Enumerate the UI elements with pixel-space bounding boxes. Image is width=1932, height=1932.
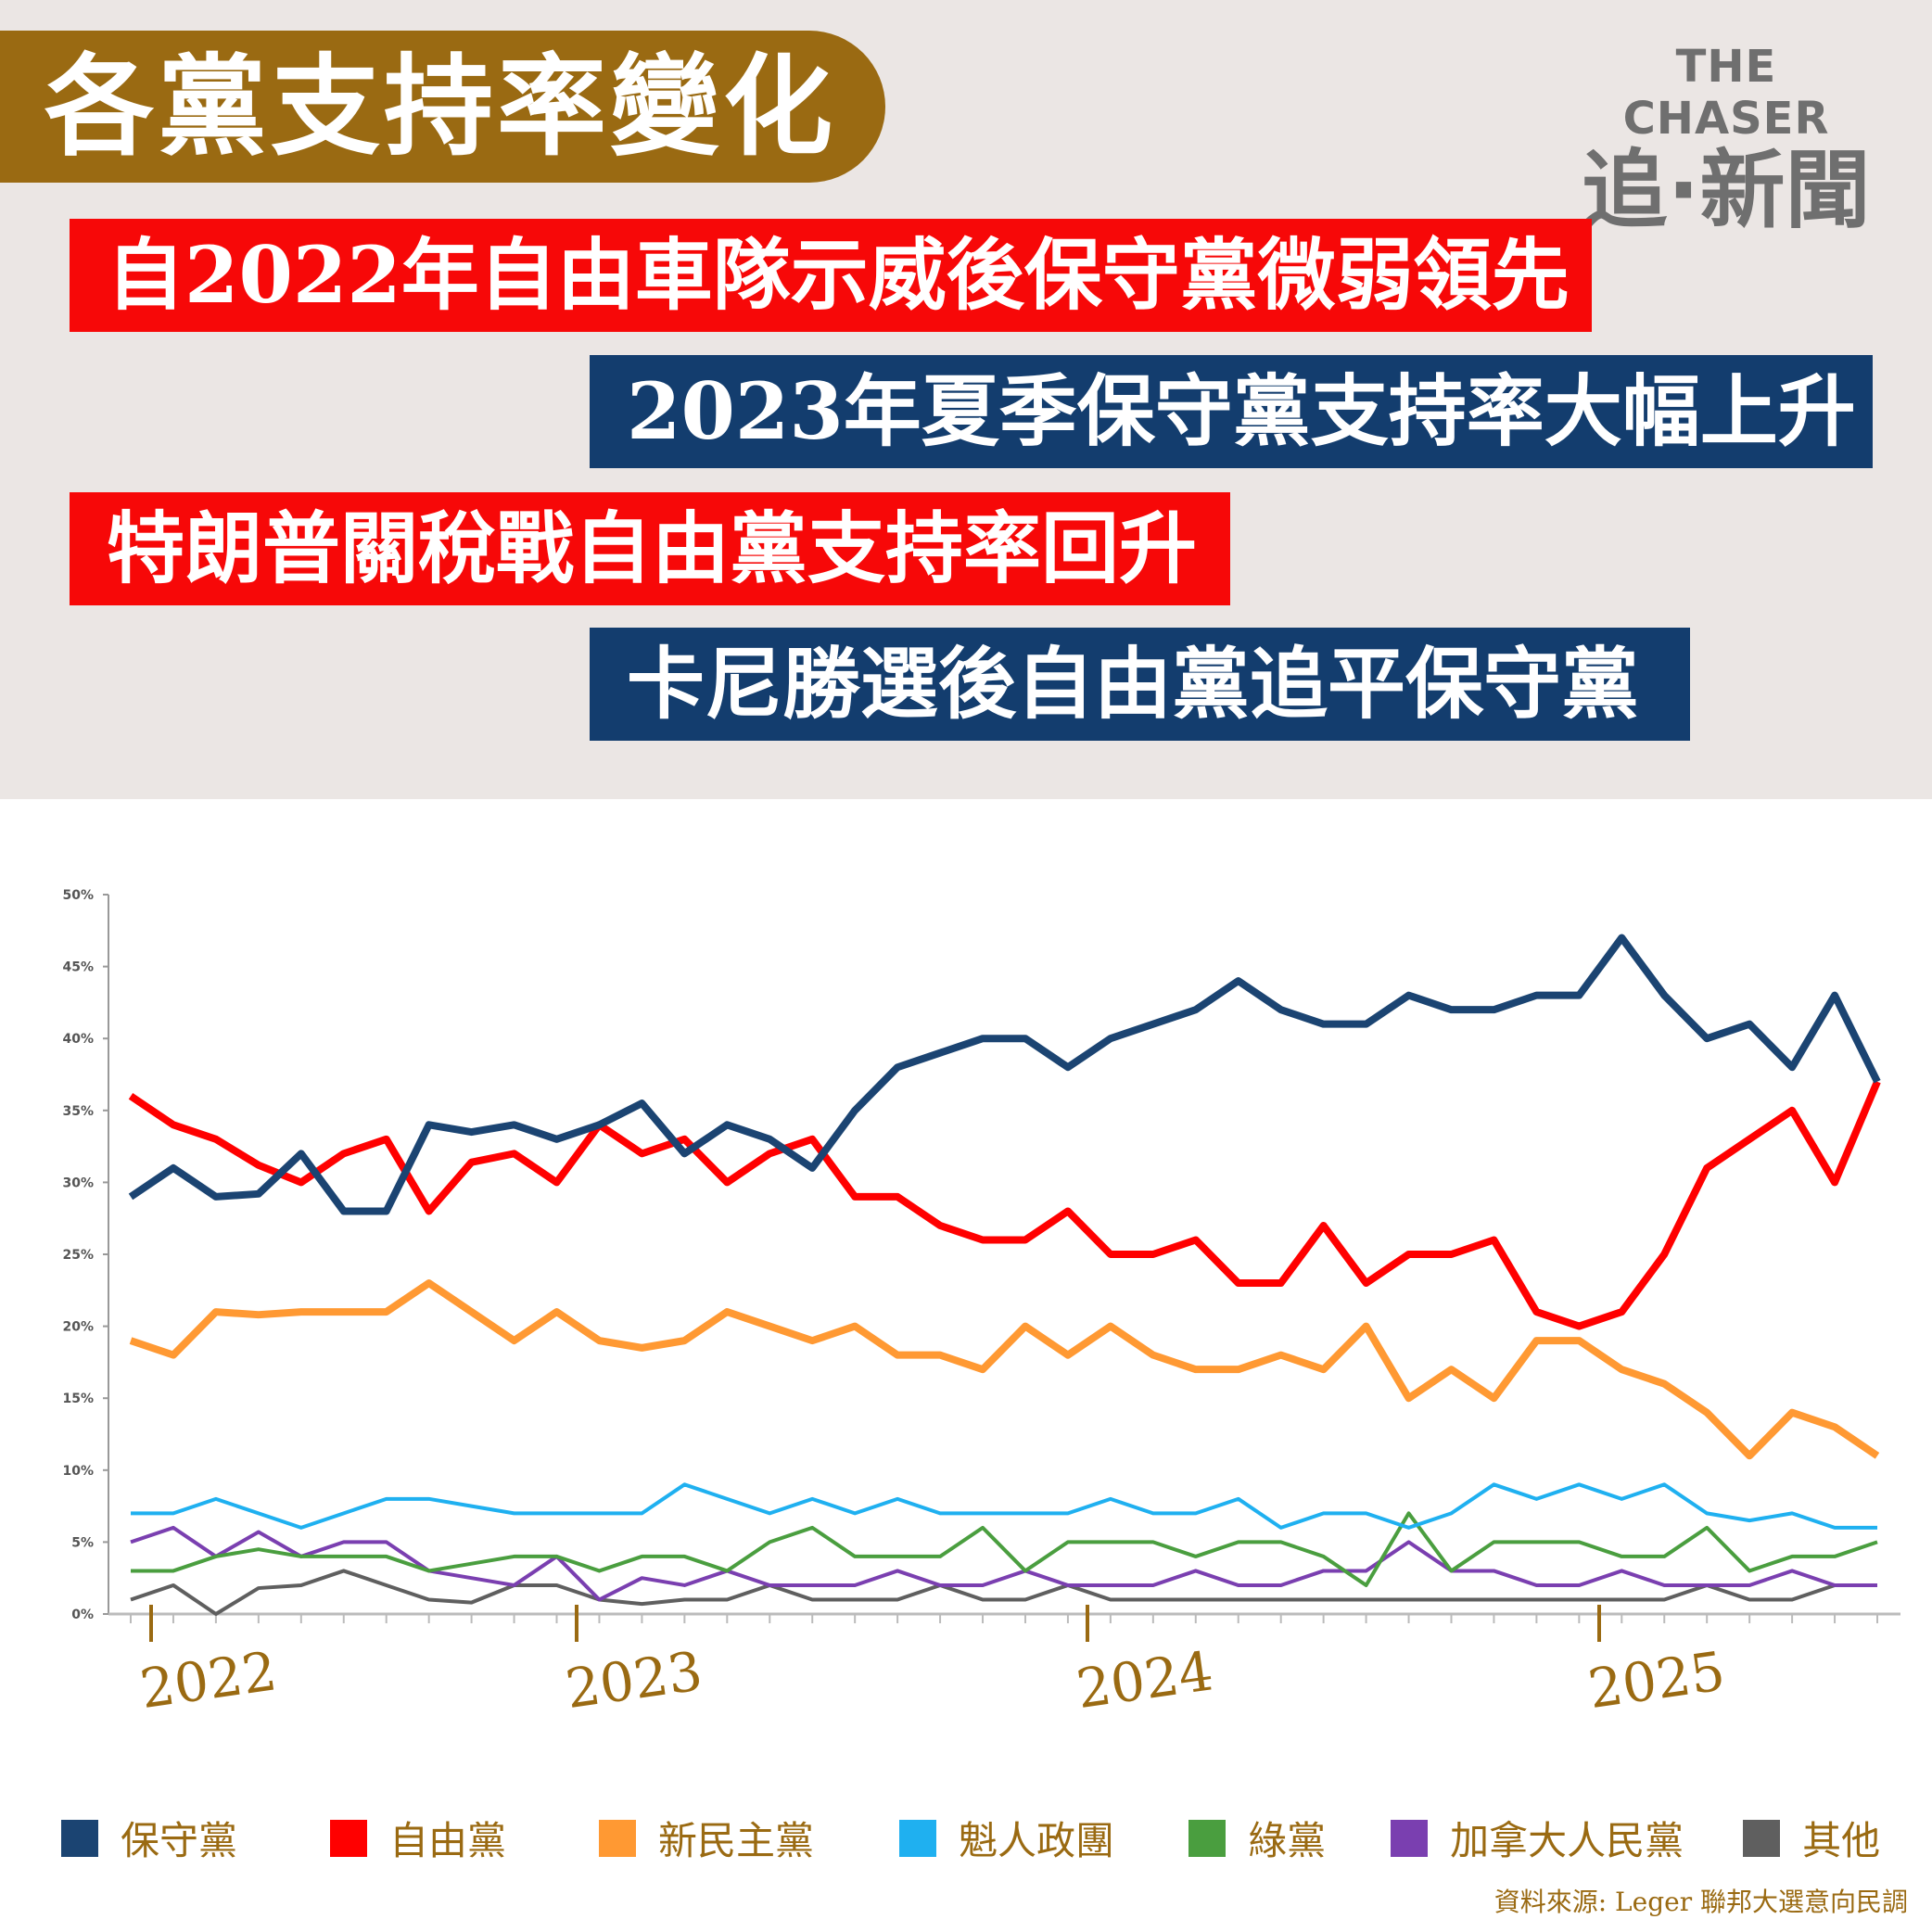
y-tick-label: 40% [62,1032,94,1047]
legend-label: 魁人政團 [959,1818,1115,1863]
source-note: 資料來源: Leger 聯邦大選意向民調 [1493,1887,1908,1917]
series-line-1 [128,1080,1881,1330]
y-tick-label: 20% [62,1320,94,1335]
y-tick-label: 10% [62,1464,94,1479]
legend-swatch [599,1819,637,1857]
headline-1: 自2022年自由車隊示威後保守黨微弱領先 [70,219,1592,332]
headline-2: 2023年夏季保守黨支持率大幅上升 [590,355,1873,468]
legend-item: 加拿大人民黨 [1391,1810,1684,1866]
year-label: 2025 [1584,1639,1729,1721]
legend: 保守黨 自由黨 新民主黨 魁人政團 綠黨 加拿大人民黨 其他 [61,1810,1880,1866]
logo-en: THE CHASER [1622,41,1830,145]
logo: THE CHASER 追·新聞 [1576,41,1876,237]
series-line-3 [131,1482,1877,1530]
y-tick-label: 0% [71,1608,94,1622]
legend-swatch [1743,1819,1781,1857]
year-label: 2024 [1073,1639,1217,1721]
y-tick-label: 25% [62,1248,94,1263]
y-tick-label: 30% [62,1176,94,1190]
series-line-4 [131,1511,1878,1587]
y-tick-label: 15% [62,1392,94,1406]
legend-swatch [1391,1819,1429,1857]
legend-label: 綠黨 [1248,1818,1327,1863]
legend-label: 加拿大人民黨 [1450,1818,1684,1863]
legend-item: 自由黨 [330,1810,506,1866]
series-line-6 [130,1569,1877,1616]
legend-swatch [330,1819,368,1857]
y-tick-label: 5% [71,1535,94,1550]
page-title: 各黨支持率變化 [0,31,885,183]
series-line-0 [128,934,1881,1215]
legend-label: 自由黨 [389,1818,507,1863]
legend-label: 其他 [1802,1818,1881,1863]
year-label: 2023 [562,1639,706,1721]
legend-item: 綠黨 [1188,1810,1326,1866]
series-line-2 [129,1279,1880,1460]
series-line-5 [130,1525,1877,1602]
legend-item: 新民主黨 [599,1810,814,1866]
legend-swatch [61,1819,98,1857]
legend-swatch [899,1819,937,1857]
y-tick-label: 45% [62,960,94,975]
legend-label: 新民主黨 [658,1818,815,1863]
legend-label: 保守黨 [121,1818,238,1863]
legend-item: 其他 [1743,1810,1880,1866]
line-chart: 0% 5% 10% 15% 20% 25% 30% 35% 40% 45% 50% 2022 2023 2… [62,888,1900,1721]
headline-3: 特朗普關稅戰自由黨支持率回升 [70,492,1230,605]
legend-swatch [1188,1819,1227,1857]
headline-4: 卡尼勝選後自由黨追平保守黨 [590,628,1690,741]
legend-item: 魁人政團 [899,1810,1114,1866]
year-label: 2022 [136,1639,281,1721]
y-tick-label: 50% [62,888,94,903]
logo-zh: 追·新聞 [1582,141,1871,240]
y-tick-label: 35% [62,1104,94,1119]
legend-item: 保守黨 [61,1810,237,1866]
